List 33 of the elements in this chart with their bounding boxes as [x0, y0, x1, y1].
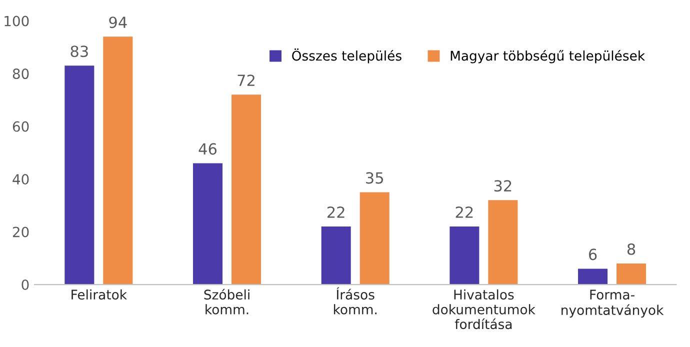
y-tick-label: 0: [22, 280, 29, 290]
bar: [193, 163, 223, 285]
x-tick-label: Forma- nyomtatványok: [562, 290, 664, 318]
y-tick-label: 100: [4, 16, 29, 26]
y-tick-label: 20: [12, 226, 29, 238]
bar: [578, 268, 608, 285]
data-label: 8: [627, 243, 636, 255]
data-label: 46: [198, 143, 217, 155]
bar: [321, 226, 351, 285]
x-tick-label: Írásos komm.: [334, 287, 376, 314]
x-tick-label: Feliratok: [72, 289, 127, 300]
bar: [360, 192, 390, 285]
data-label: 83: [70, 46, 88, 58]
data-label: 6: [588, 248, 597, 260]
bar: [450, 226, 480, 285]
data-label: 94: [109, 16, 127, 28]
y-tick-label: 80: [12, 68, 29, 80]
legend-label: Összes település: [292, 48, 402, 64]
legend-label: Magyar többségű települések: [450, 50, 646, 64]
bar: [616, 263, 646, 285]
y-tick-label: 40: [12, 174, 29, 185]
bar: [488, 200, 518, 285]
data-label: 35: [366, 172, 383, 184]
data-label: 22: [456, 206, 473, 218]
data-label: 22: [328, 206, 344, 218]
data-label: 72: [238, 74, 254, 86]
y-tick-label: 60: [12, 121, 29, 132]
bar: [64, 66, 94, 285]
bar: [103, 36, 133, 285]
data-label: 32: [494, 180, 512, 192]
x-tick-label: Szóbeli komm.: [204, 288, 250, 314]
x-tick-label: Hivatalos dokumentumok fordítása: [432, 289, 536, 330]
bar: [232, 94, 262, 285]
